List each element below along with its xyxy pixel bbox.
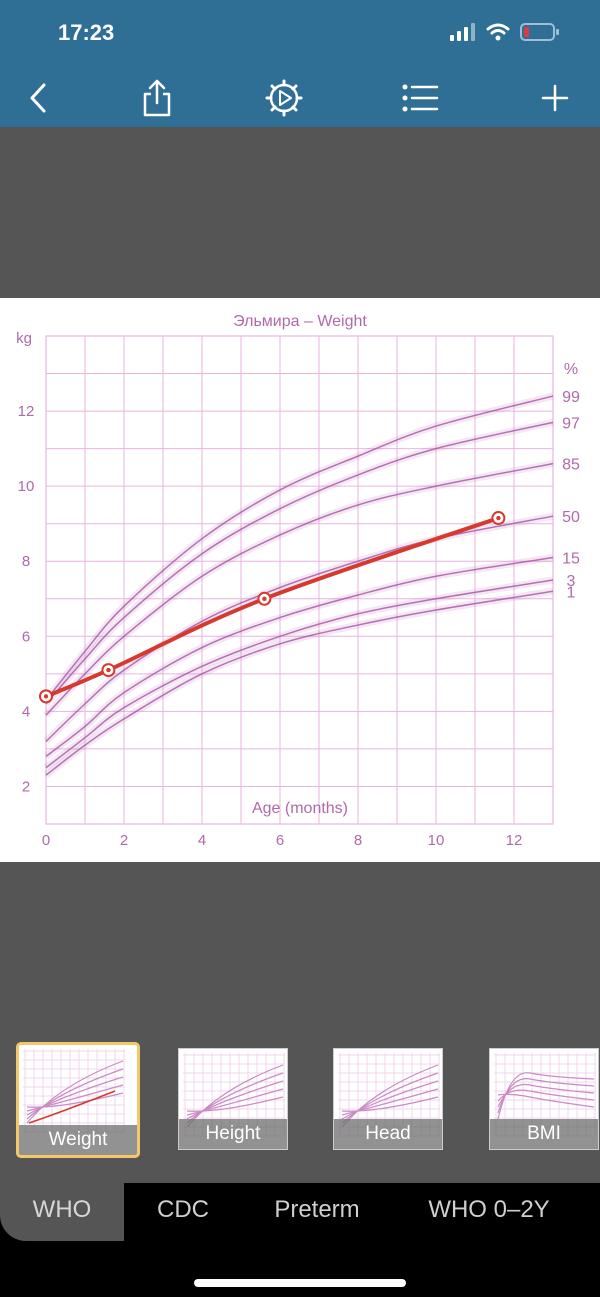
data-point-center [106,667,111,673]
thumbnail-bmi[interactable]: BMI [489,1048,599,1150]
x-tick-label: 0 [42,832,50,849]
y-tick-label: 12 [18,403,35,420]
percentile-label-99: 99 [562,389,580,406]
x-tick-label: 8 [354,832,362,849]
thumbnail-label: Height [179,1119,287,1149]
y-axis-label: kg [16,330,32,347]
growth-chart-panel[interactable]: 0 2 4 6 8 10 12 2 4 6 8 10 12 99 97 85 50 15 3 1 Эльмира – … [0,298,600,862]
percentile-label-3: 3 [567,573,576,590]
add-button[interactable] [535,78,575,118]
percentile-label-50: 50 [562,509,580,526]
thumbnail-preview [23,1049,125,1133]
x-tick-label: 2 [120,832,128,849]
list-button[interactable] [400,78,440,118]
y-tick-label: 2 [22,778,30,795]
child-series [39,511,506,704]
status-icons [450,22,560,42]
list-icon [402,84,439,112]
x-tick-label: 4 [198,832,206,849]
thumbnail-label: Head [334,1119,442,1149]
x-tick-label: 12 [506,832,523,849]
thumbnail-height[interactable]: Height [178,1048,288,1150]
thumbnail-head[interactable]: Head [333,1048,443,1150]
segment-who[interactable]: WHO [0,1183,124,1241]
percentile-label-97: 97 [562,415,580,432]
percentile-curve-15 [45,556,554,758]
x-tick-label: 6 [276,832,284,849]
chart-grid [45,335,554,825]
percentile-label-15: 15 [562,550,580,567]
data-point-center [262,596,267,601]
percentile-curve-97 [45,421,554,705]
share-icon [143,79,171,117]
thumbnail-label: Weight [19,1125,137,1155]
data-point-center [496,515,501,521]
plus-icon [541,84,569,112]
percentile-label-1: 1 [567,584,576,601]
x-tick-label: 10 [428,832,445,849]
thumbnail-preview [494,1053,596,1137]
home-bar-area [0,1241,600,1297]
data-point-center [43,694,49,699]
back-button[interactable] [18,78,58,118]
percentile-label-85: 85 [562,457,580,474]
battery-icon [520,23,559,41]
thumbnail-preview [338,1053,440,1137]
segment-cdc[interactable]: CDC [157,1196,209,1223]
chart-title: Эльмира – Weight [233,313,367,330]
thumbnail-label: BMI [490,1119,598,1149]
x-axis-label: Age (months) [252,800,348,817]
status-time: 17:23 [58,20,115,45]
y-tick-label: 4 [22,703,30,720]
segment-who-0-2y[interactable]: WHO 0–2Y [428,1196,550,1223]
percentile-curve-1 [45,590,554,776]
y-tick-label: 10 [18,478,35,495]
chart-labels: 0 2 4 6 8 10 12 2 4 6 8 10 12 99 97 85 50 15 31 [18,389,580,849]
home-indicator[interactable] [194,1279,406,1287]
percentile-curve-99 [45,395,554,701]
percentile-curve-3 [45,579,554,769]
segment-preterm[interactable]: Preterm [274,1196,360,1223]
share-button[interactable] [137,78,177,118]
signal-icon [450,23,475,41]
chart-thumbnails: Weight Height Head BMI [0,1040,600,1162]
chevron-left-icon [30,83,46,113]
thumbnail-weight[interactable]: Weight [16,1042,140,1158]
gear-play-icon [265,79,303,117]
top-bar: 17:23 [0,0,600,127]
y-tick-label: 6 [22,628,30,645]
series-line-child [44,516,501,699]
y-tick-label: 8 [22,553,30,570]
percentile-curve-85 [45,462,554,716]
reference-segmented-control: WHO CDC Preterm WHO 0–2Y [0,1183,600,1241]
settings-button[interactable] [264,78,304,118]
percentile-header: % [564,361,578,378]
wifi-icon [486,23,510,41]
weight-growth-chart[interactable]: 0 2 4 6 8 10 12 2 4 6 8 10 12 99 97 85 50 15 31 Эльмира – … [0,298,600,862]
